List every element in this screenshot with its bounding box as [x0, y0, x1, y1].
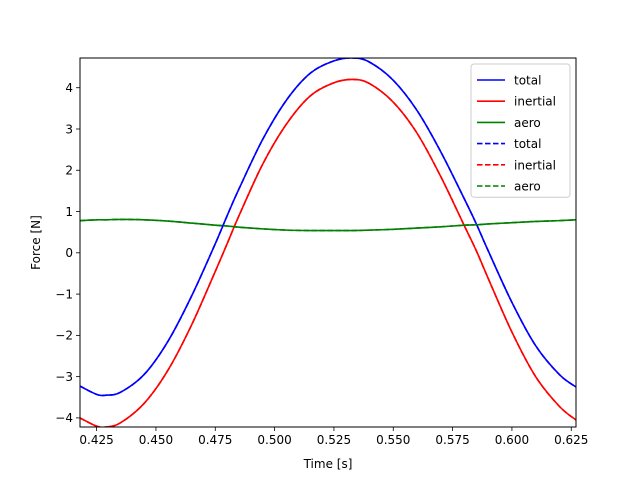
- legend: total inertial aero total inertial aero: [470, 63, 571, 198]
- legend-label-inertial-solid: inertial: [514, 95, 556, 109]
- x-tick-label: 0.625: [554, 433, 588, 447]
- y-axis-label: Force [N]: [29, 215, 43, 270]
- legend-label-total-dashed: total: [514, 137, 541, 151]
- y-tick-label: −3: [55, 370, 73, 384]
- x-tick-label: 0.550: [376, 433, 410, 447]
- y-tick-label: 4: [65, 81, 73, 95]
- plot-frame: [79, 57, 577, 428]
- x-tick-label: 0.475: [198, 433, 232, 447]
- y-tick-label: −4: [55, 411, 73, 425]
- series-line-aero-dashed: [80, 218, 576, 232]
- y-tick-label: −1: [55, 287, 73, 301]
- plot-lines: [80, 58, 576, 427]
- legend-label-aero-dashed: aero: [514, 180, 541, 194]
- y-axis-ticks: −4 −3 −2 −1 0 1 2 3 4: [55, 81, 80, 425]
- y-tick-label: 0: [65, 246, 73, 260]
- x-tick-label: 0.450: [139, 433, 173, 447]
- y-tick-label: 3: [65, 122, 73, 136]
- legend-box: [470, 63, 571, 198]
- y-tick-label: 1: [65, 205, 73, 219]
- legend-label-total-solid: total: [514, 74, 541, 88]
- series-line-inertial-dashed: [80, 78, 576, 427]
- x-tick-label: 0.600: [495, 433, 529, 447]
- x-tick-label: 0.425: [79, 433, 113, 447]
- series-line-aero-solid: [80, 218, 576, 232]
- x-tick-label: 0.500: [257, 433, 291, 447]
- legend-label-aero-solid: aero: [514, 116, 541, 130]
- x-tick-label: 0.575: [435, 433, 469, 447]
- y-tick-label: −2: [55, 329, 73, 343]
- series-line-total-dashed: [80, 58, 576, 397]
- y-tick-label: 2: [65, 164, 73, 178]
- x-tick-label: 0.525: [317, 433, 351, 447]
- x-axis-label: Time [s]: [303, 457, 353, 471]
- x-axis-ticks: 0.425 0.450 0.475 0.500 0.525 0.550 0.575 0.600…: [79, 427, 588, 447]
- legend-label-inertial-dashed: inertial: [514, 158, 556, 172]
